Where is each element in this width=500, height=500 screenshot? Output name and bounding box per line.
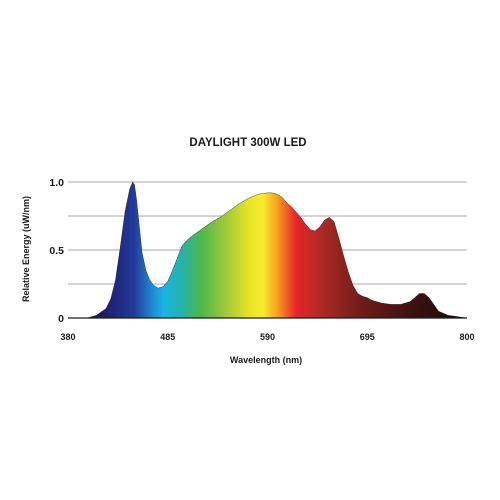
x-tick-label: 695 — [360, 332, 375, 342]
chart-title: DAYLIGHT 300W LED — [189, 137, 306, 149]
y-tick-label: 0 — [58, 313, 64, 325]
x-tick-label: 380 — [60, 332, 75, 342]
y-tick-label: 1.0 — [49, 177, 64, 189]
x-tick-label: 485 — [160, 332, 175, 342]
x-tick-label: 590 — [260, 332, 275, 342]
x-tick-label: 800 — [459, 332, 474, 342]
spectrum-area — [68, 181, 468, 319]
x-tick-labels: 380 485 590 695 800 — [60, 332, 474, 342]
y-tick-labels: 0 0.5 1.0 — [49, 177, 64, 325]
y-axis-label: Relative Energy (uW/nm) — [21, 196, 31, 302]
x-axis-label: Wavelength (nm) — [230, 355, 302, 365]
y-tick-label: 0.5 — [49, 245, 64, 257]
